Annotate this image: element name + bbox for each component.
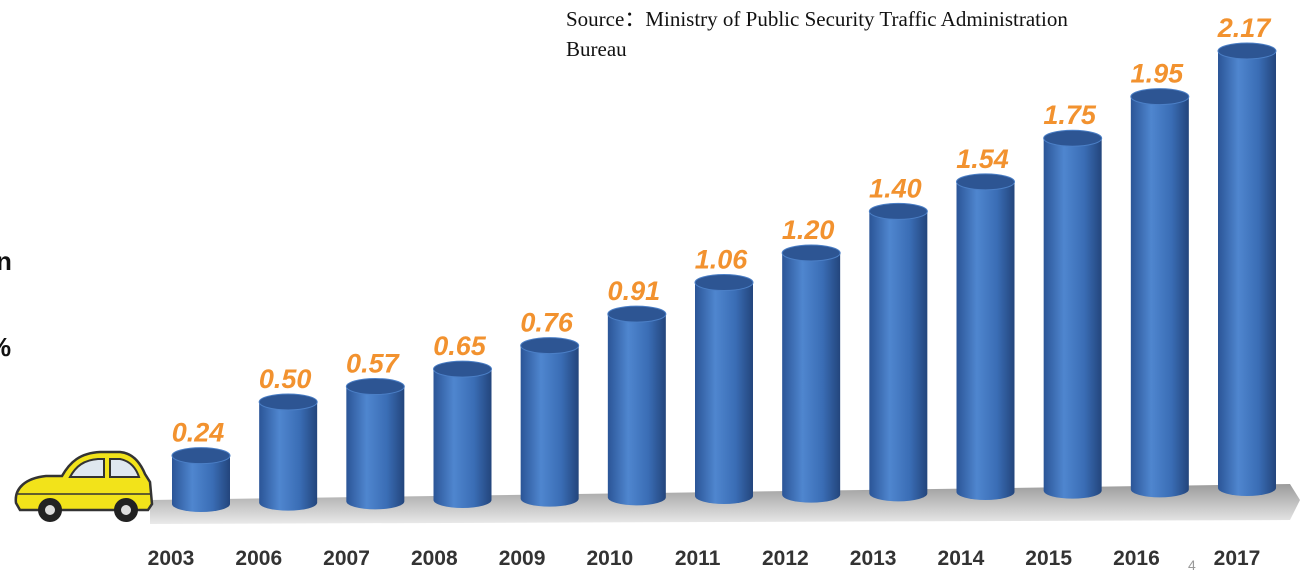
value-label-2016: 1.95 [1131, 59, 1185, 89]
bar-top-2003 [171, 447, 231, 465]
bar-body-2015 [1043, 138, 1102, 499]
bar-body-2014 [956, 181, 1015, 500]
value-label-2013: 1.40 [869, 173, 922, 203]
bar-2006 [258, 393, 318, 511]
bars-group [171, 42, 1277, 512]
bar-body-2017 [1218, 51, 1276, 496]
year-label-2016: 2016 [1113, 547, 1160, 570]
year-label-2009: 2009 [499, 547, 546, 570]
year-label-2010: 2010 [586, 547, 633, 570]
bar-top-2014 [956, 173, 1015, 191]
bar-top-2012 [781, 244, 841, 262]
value-label-2010: 0.91 [608, 276, 661, 306]
value-label-2017: 2.17 [1217, 13, 1273, 43]
bar-top-2013 [868, 202, 928, 220]
bar-top-2010 [607, 305, 667, 323]
bar-2017 [1217, 42, 1277, 496]
year-label-2006: 2006 [235, 547, 282, 570]
year-label-2014: 2014 [938, 547, 985, 570]
year-label-2008: 2008 [411, 547, 458, 570]
bar-body-2006 [259, 401, 318, 511]
bar-2012 [781, 244, 841, 503]
year-label-2013: 2013 [850, 547, 897, 570]
car-illustration [14, 450, 154, 522]
bar-body-2007 [346, 386, 405, 510]
bar-top-2015 [1043, 129, 1103, 147]
bar-top-2006 [258, 393, 318, 411]
edge-fragment-n: n [0, 246, 12, 276]
year-label-2011: 2011 [675, 547, 721, 570]
page-number: 4 [1188, 557, 1196, 573]
bar-2007 [345, 378, 405, 510]
bar-2003 [171, 447, 231, 512]
bar-body-2009 [520, 345, 579, 507]
value-label-2012: 1.20 [782, 215, 835, 245]
bar-2008 [433, 360, 492, 508]
bar-body-2011 [695, 282, 753, 504]
year-label-2012: 2012 [762, 547, 809, 570]
value-label-2011: 1.06 [695, 245, 749, 275]
bar-2009 [520, 337, 580, 507]
bar-body-2008 [433, 369, 492, 508]
bar-body-2016 [1130, 96, 1189, 498]
bar-body-2003 [172, 455, 230, 512]
bar-2011 [694, 274, 754, 504]
year-label-2003: 2003 [148, 547, 195, 570]
bar-top-2011 [694, 274, 754, 292]
bar-body-2012 [782, 253, 841, 503]
value-label-2008: 0.65 [433, 331, 487, 361]
bar-top-2009 [520, 337, 580, 355]
year-label-2017: 2017 [1214, 547, 1261, 570]
year-labels-group: 2003 2006 2007 2008 2009 2010 2011 2012 2013 2014… [148, 547, 1261, 570]
bar-top-2008 [433, 360, 492, 378]
year-label-2007: 2007 [323, 547, 370, 570]
year-label-2015: 2015 [1025, 547, 1072, 570]
bar-body-2013 [869, 211, 928, 502]
bar-2015 [1043, 129, 1103, 499]
value-label-2003: 0.24 [172, 418, 225, 448]
bar-2016 [1130, 88, 1190, 498]
value-label-2015: 1.75 [1043, 100, 1097, 130]
source-note: Source：Ministry of Public Security Traff… [566, 7, 1068, 61]
bar-2010 [607, 305, 667, 506]
value-label-2009: 0.76 [520, 308, 574, 338]
bar-body-2010 [607, 314, 666, 506]
bar-top-2016 [1130, 88, 1190, 106]
edge-fragment-percent: % [0, 332, 11, 362]
bar-2014 [956, 173, 1015, 500]
value-labels-group: 0.24 0.50 0.57 0.65 0.76 0.91 1.06 1.20 1.40 1.54… [172, 13, 1273, 448]
value-label-2006: 0.50 [259, 364, 312, 394]
bar-2013 [868, 202, 928, 502]
bar-top-2017 [1217, 42, 1277, 60]
bar-top-2007 [345, 378, 405, 396]
value-label-2014: 1.54 [956, 144, 1009, 174]
value-label-2007: 0.57 [346, 349, 401, 379]
